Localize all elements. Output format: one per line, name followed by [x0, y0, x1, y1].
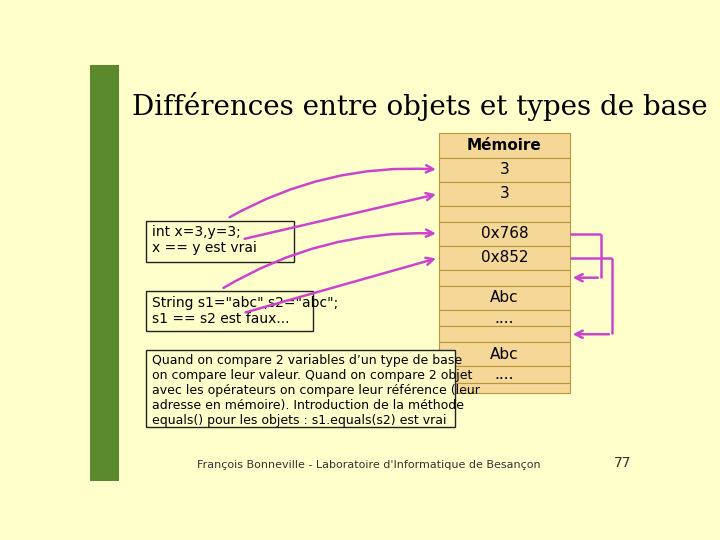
Bar: [438, 366, 570, 383]
Bar: [145, 349, 456, 427]
Bar: [90, 65, 119, 481]
Bar: [438, 221, 570, 246]
Text: ....: ....: [495, 310, 514, 326]
Text: François Bonneville - Laboratoire d'Informatique de Besançon: François Bonneville - Laboratoire d'Info…: [197, 460, 541, 470]
Text: String s1="abc",s2="abc";
s1 == s2 est faux...: String s1="abc",s2="abc"; s1 == s2 est f…: [153, 295, 338, 326]
Text: Mémoire: Mémoire: [467, 138, 541, 153]
Text: int x=3,y=3;
x == y est vrai: int x=3,y=3; x == y est vrai: [153, 225, 257, 255]
Text: Quand on compare 2 variables d’un type de base
on compare leur valeur. Quand on : Quand on compare 2 variables d’un type d…: [153, 354, 480, 427]
Bar: [438, 270, 570, 286]
Bar: [438, 286, 570, 310]
Text: 77: 77: [613, 456, 631, 470]
Bar: [438, 383, 570, 393]
Bar: [438, 246, 570, 270]
Text: Différences entre objets et types de base: Différences entre objets et types de bas…: [132, 92, 708, 121]
Bar: [438, 133, 570, 158]
Bar: [145, 221, 294, 262]
Text: ....: ....: [495, 367, 514, 382]
Bar: [438, 158, 570, 181]
Text: 0x768: 0x768: [480, 226, 528, 241]
Text: Abc: Abc: [490, 290, 518, 305]
Bar: [438, 326, 570, 342]
Text: Abc: Abc: [490, 347, 518, 362]
Bar: [438, 181, 570, 206]
Bar: [438, 206, 570, 221]
Bar: [438, 342, 570, 366]
Bar: [145, 292, 313, 331]
Text: 3: 3: [500, 162, 509, 177]
Bar: [438, 310, 570, 326]
Text: 3: 3: [500, 186, 509, 201]
Text: 0x852: 0x852: [480, 250, 528, 265]
